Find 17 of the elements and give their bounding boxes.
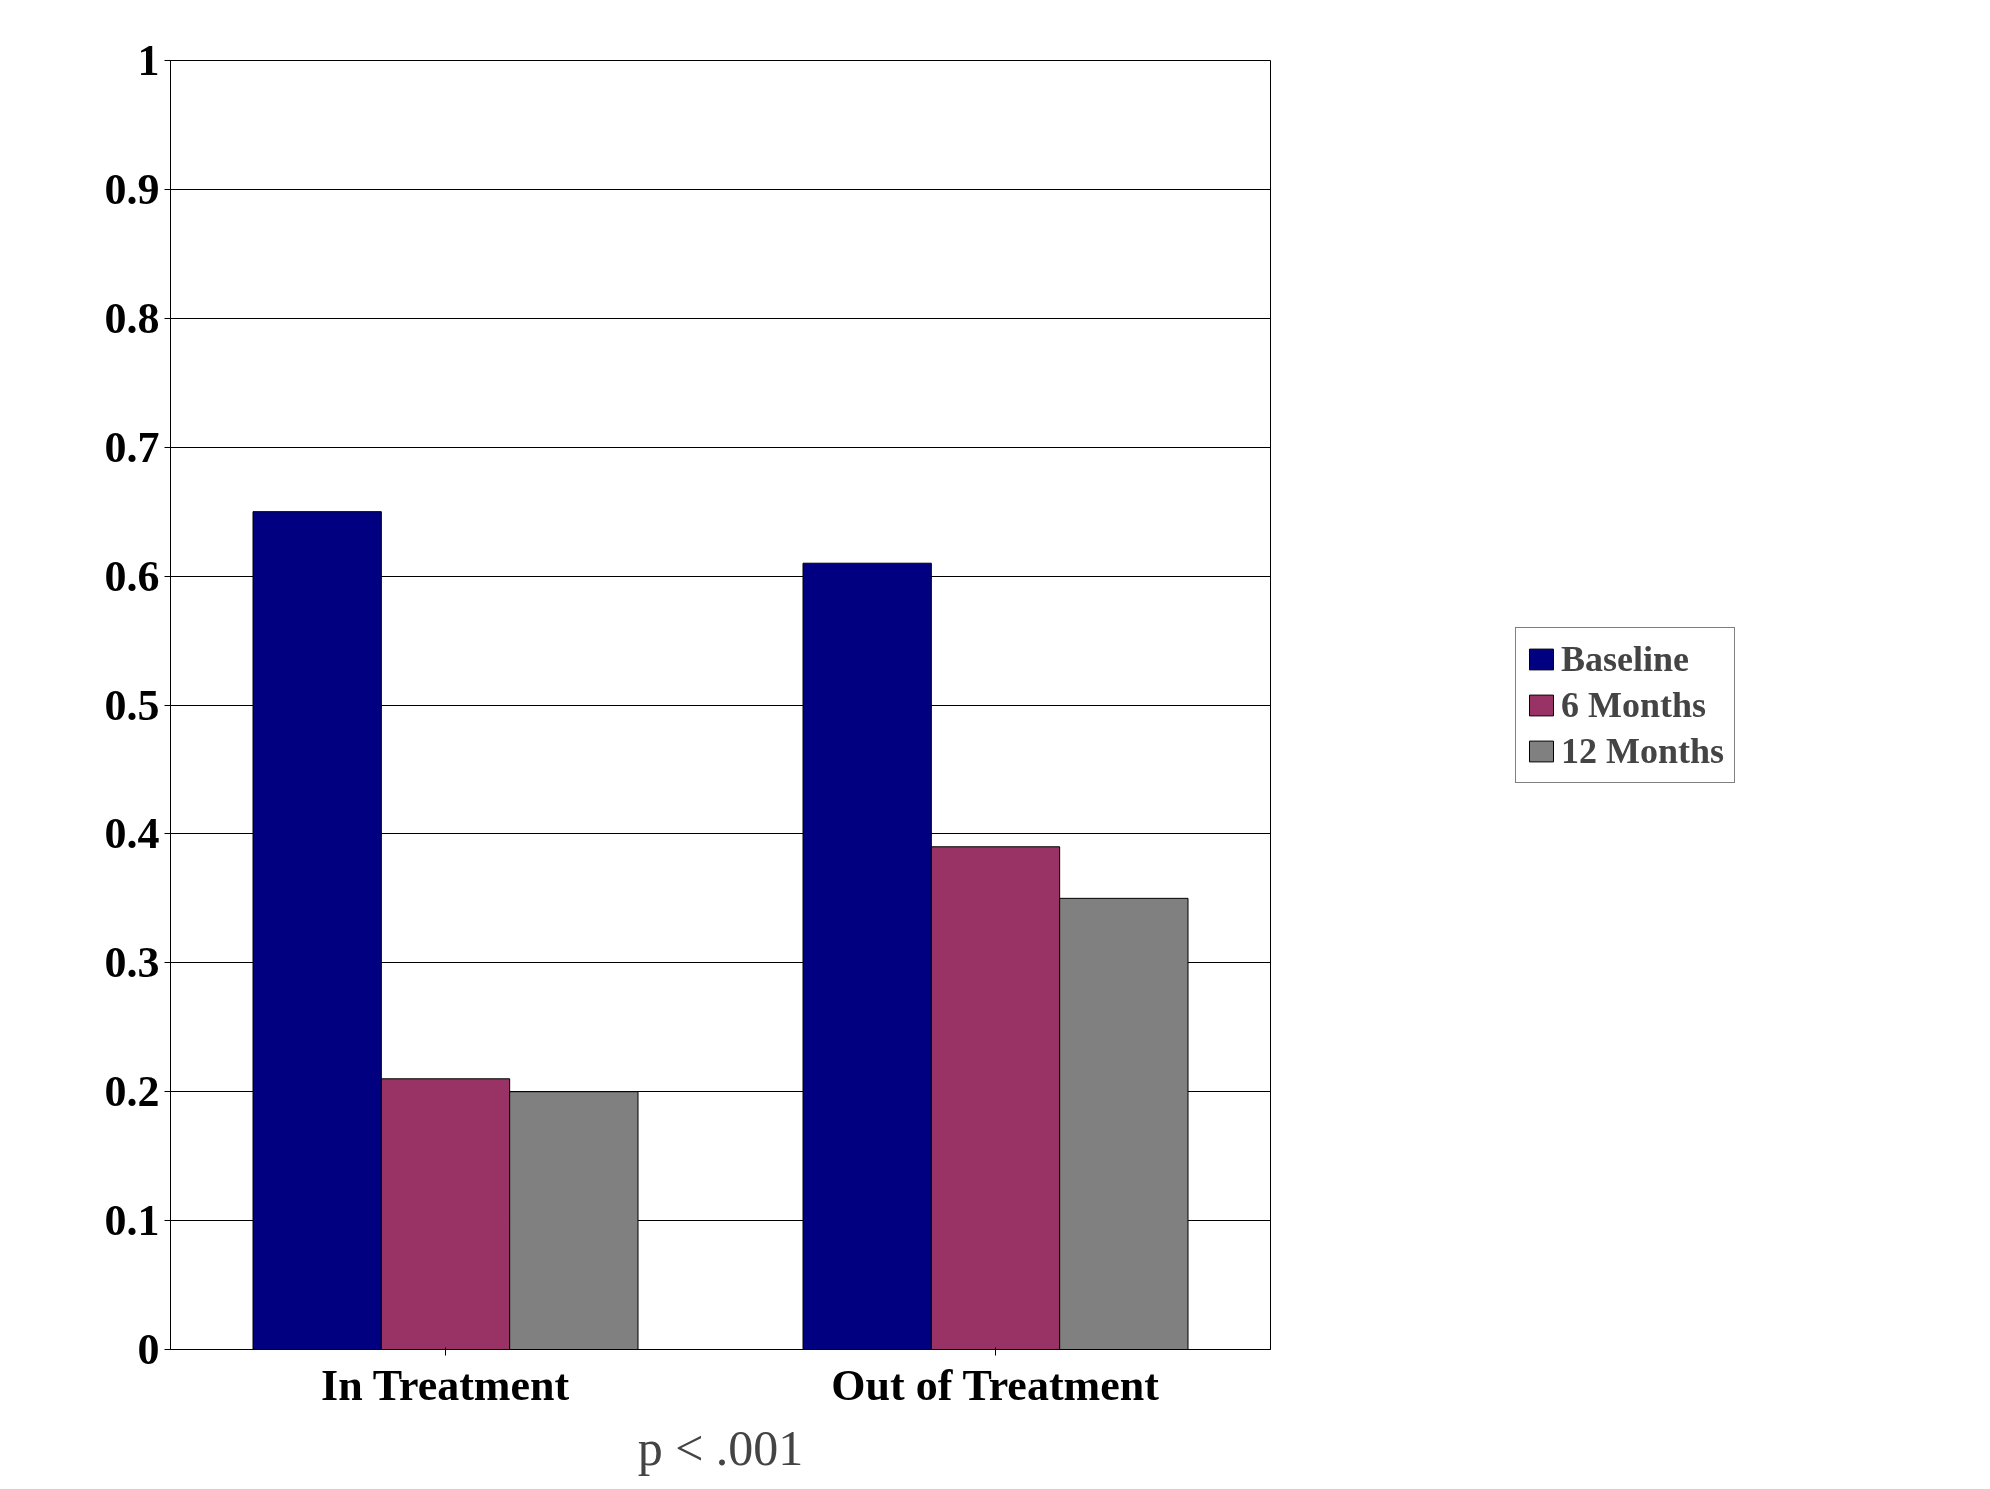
y-tick-label: 0.2 (104, 1067, 160, 1117)
y-tick-label: 0.3 (104, 938, 160, 988)
y-tick-label: 0.1 (104, 1196, 160, 1246)
y-tick-label: 0.9 (104, 164, 160, 214)
y-tick-label: 0.7 (104, 422, 160, 472)
y-tick-label: 0.4 (104, 809, 160, 859)
y-tick-label: 0.6 (104, 551, 160, 601)
legend-label: 6 Months (1560, 683, 1707, 726)
y-tick-label: 0.5 (104, 680, 160, 730)
y-tick-label: 0.8 (104, 293, 160, 343)
x-tick-label: In Treatment (321, 1360, 570, 1410)
text: p < .001 (637, 1419, 804, 1476)
y-tick-label: 0 (137, 1325, 160, 1374)
legend-label: Baseline (1560, 637, 1689, 680)
x-tick-label: Out of Treatment (831, 1360, 1160, 1410)
legend-label: 12 Months (1560, 729, 1725, 772)
y-tick-label: 1 (137, 36, 160, 85)
